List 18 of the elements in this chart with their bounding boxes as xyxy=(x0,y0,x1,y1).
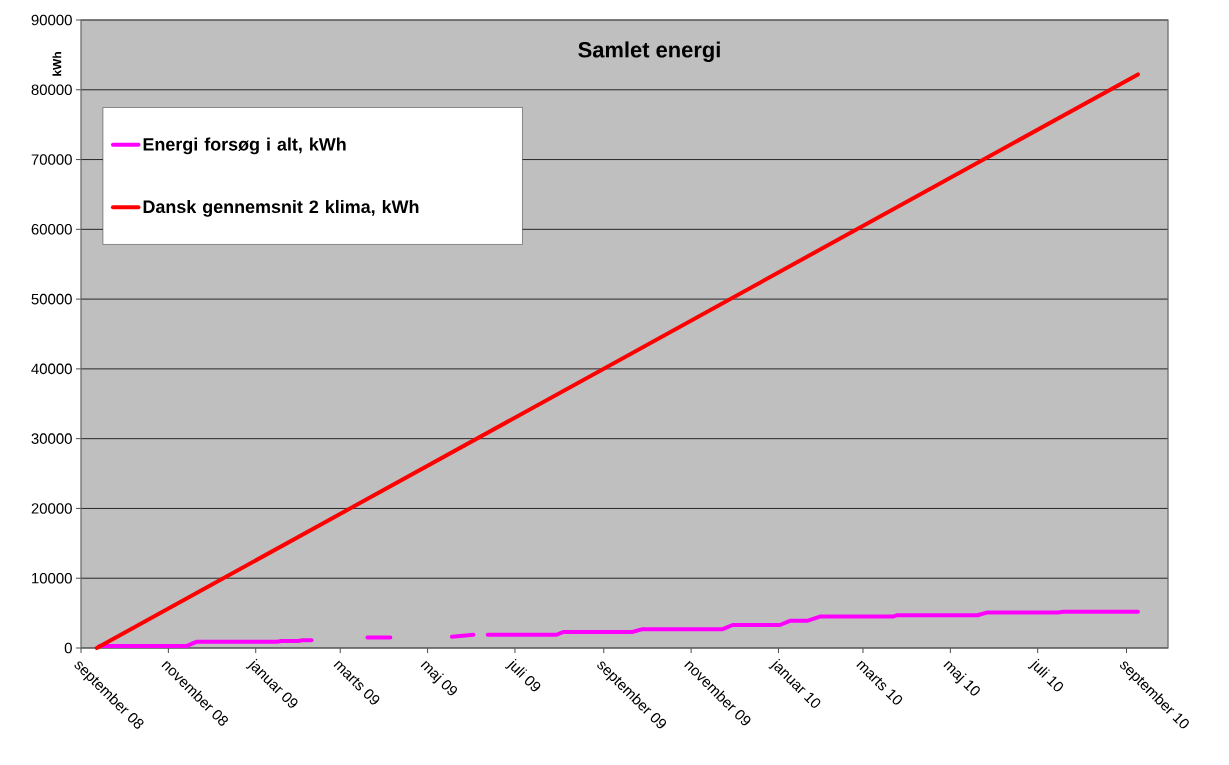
y-tick-label: 80000 xyxy=(31,84,72,96)
text: Samlet energi xyxy=(578,41,720,62)
y-tick-label: 70000 xyxy=(31,154,72,165)
y-tick-label: 60000 xyxy=(31,224,72,235)
x-tick-label: maj 10 xyxy=(943,660,980,696)
x-tick-label: juli 10 xyxy=(1027,658,1064,692)
legend-label: Dansk gennemsnit 2 klima, kWh xyxy=(143,199,419,217)
y-tick-label: 20000 xyxy=(31,503,72,514)
y-tick-label: 50000 xyxy=(31,293,72,305)
y-tick-label: 0 xyxy=(64,642,72,654)
x-tick-label: juli 09 xyxy=(504,658,541,692)
y-axis-title: kWh xyxy=(52,52,62,76)
y-tick-label: 10000 xyxy=(32,572,72,584)
legend-label: Energi forsøg i alt, kWh xyxy=(143,137,346,155)
y-tick-label: 30000 xyxy=(31,433,72,444)
x-tick-label: maj 09 xyxy=(420,660,458,696)
y-tick-label: 40000 xyxy=(31,363,72,375)
y-tick-label: 90000 xyxy=(31,14,72,26)
